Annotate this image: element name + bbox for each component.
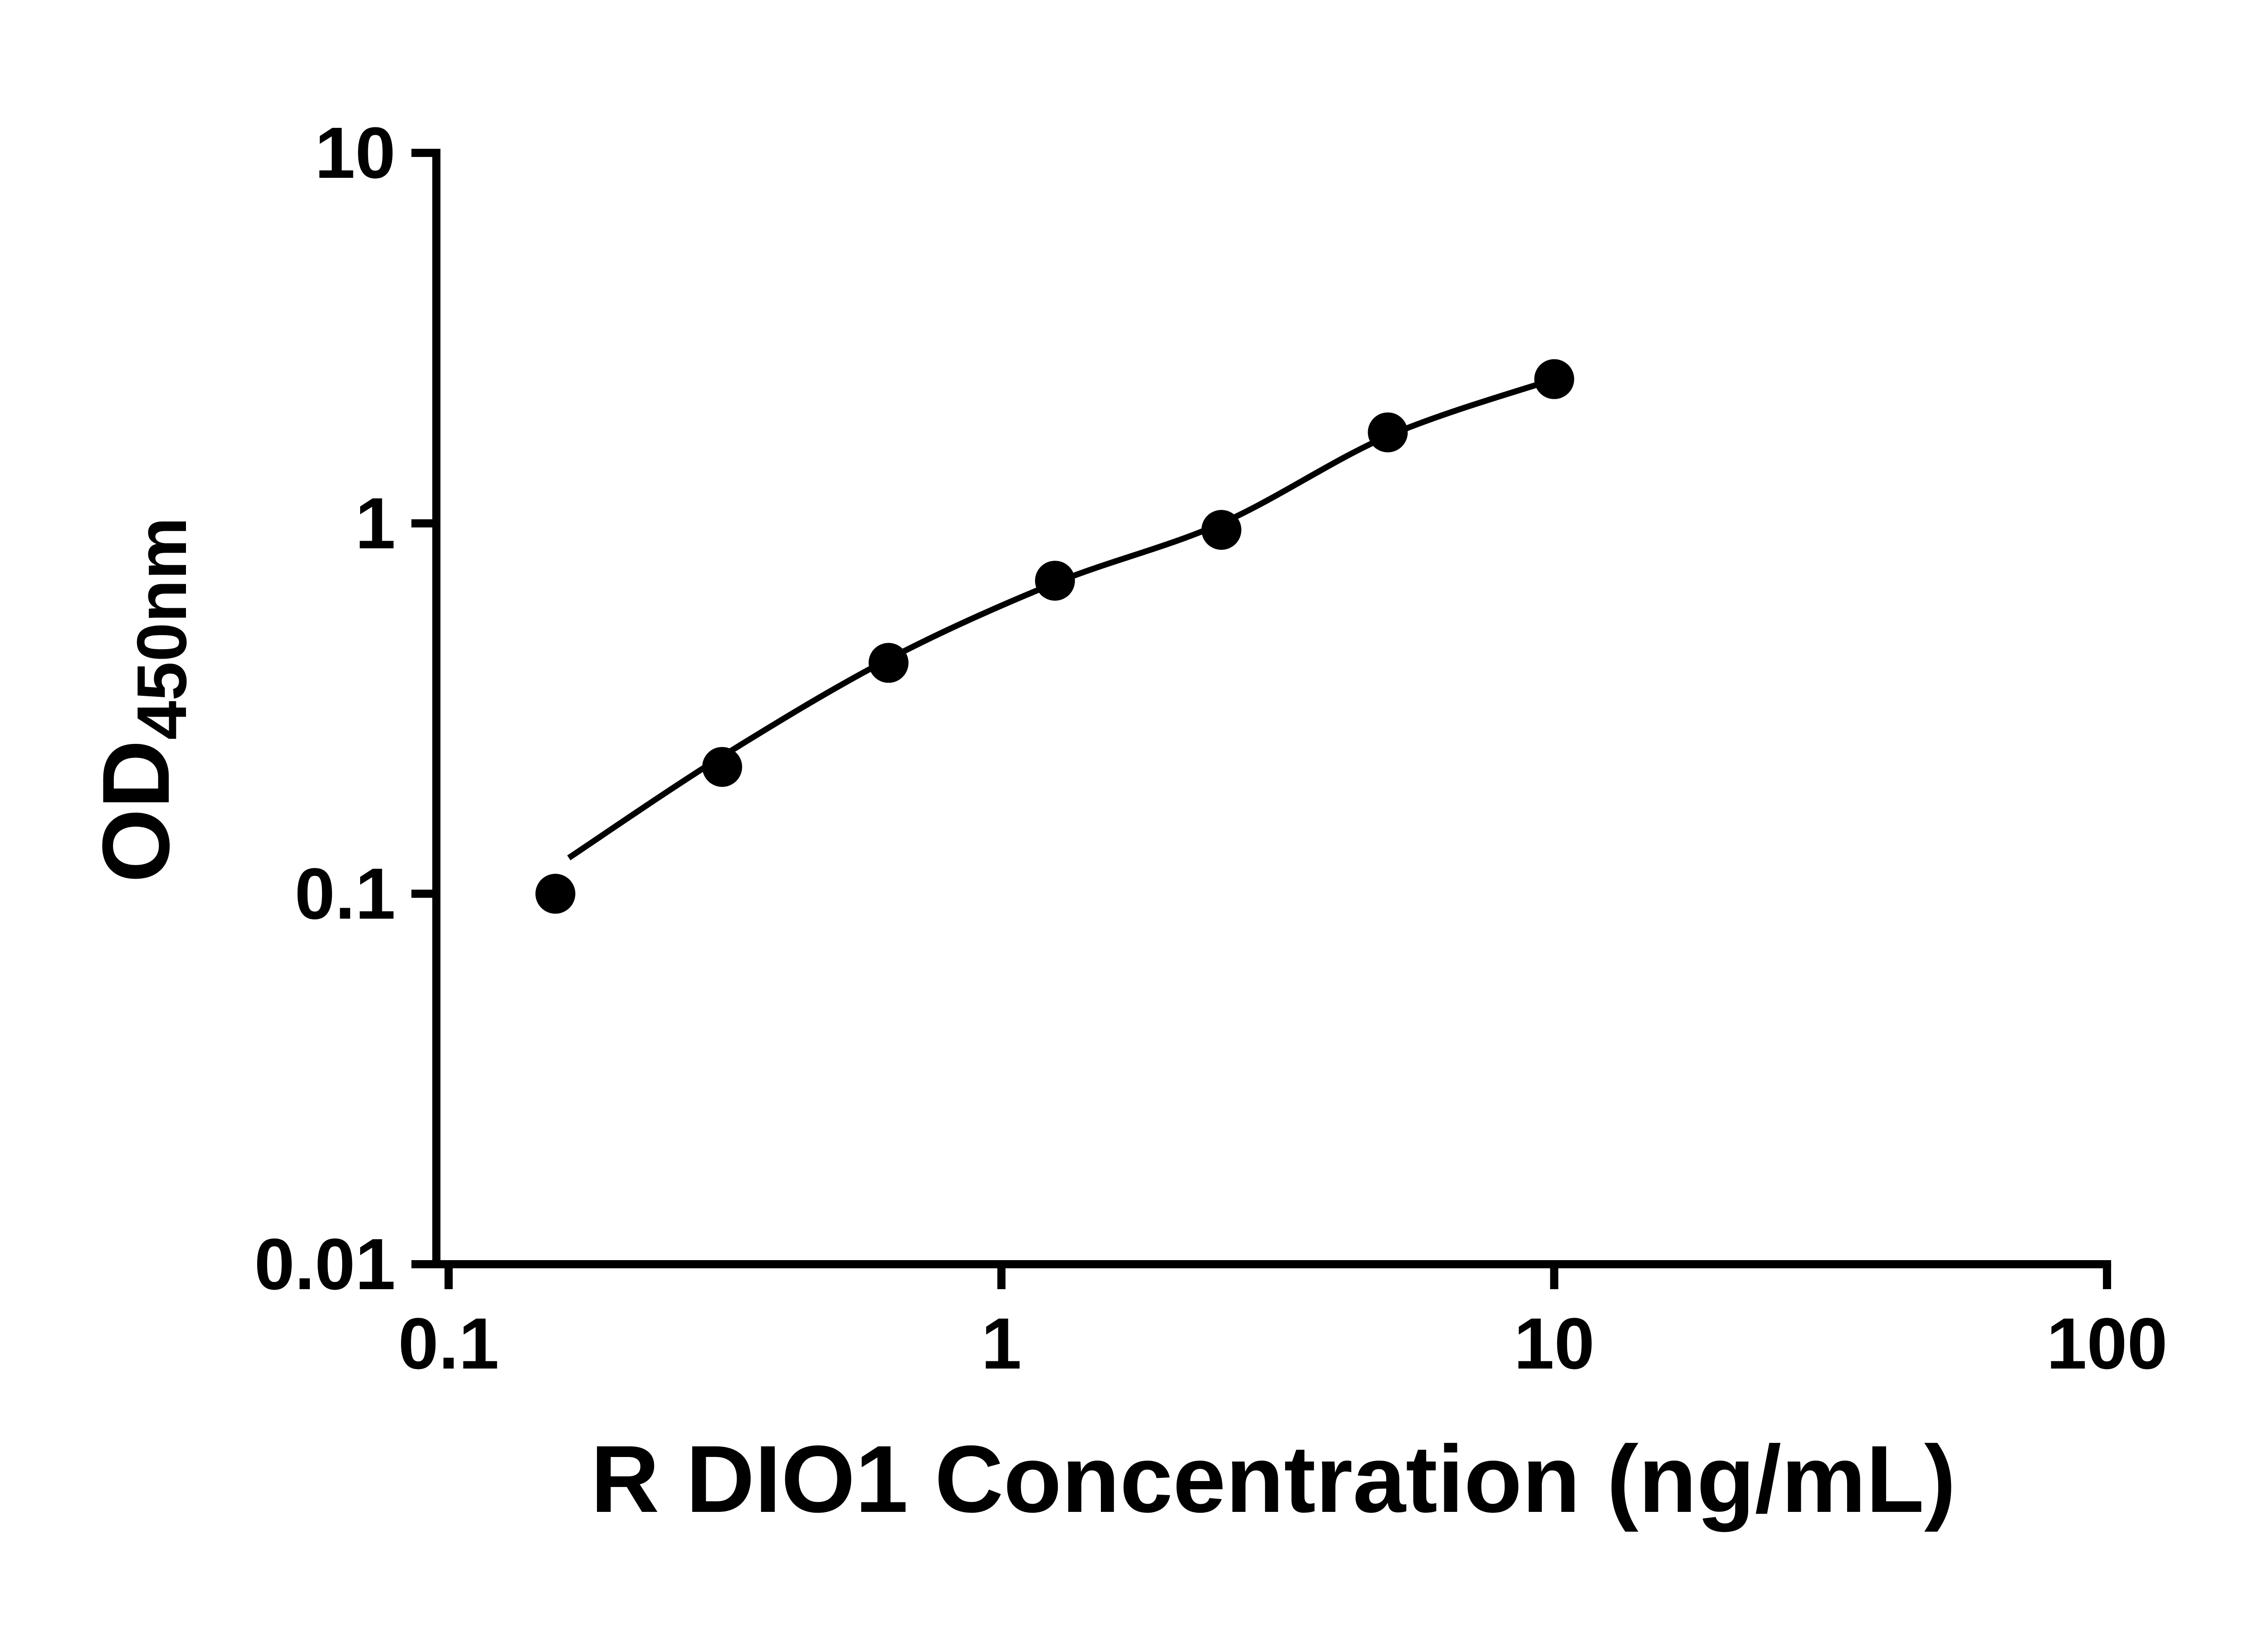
data-point xyxy=(1201,510,1242,550)
y-tick-label: 0.01 xyxy=(254,1223,396,1305)
x-tick-label: 1 xyxy=(981,1303,1022,1384)
data-point xyxy=(1368,412,1408,453)
y-tick-label: 0.1 xyxy=(295,853,396,934)
y-axis-ticks: 0.01 0.1 1 10 xyxy=(254,112,436,1305)
y-axis-title-main: OD xyxy=(83,740,189,883)
y-axis-title: OD450nm xyxy=(79,423,201,977)
data-points xyxy=(535,359,1574,914)
y-tick-label: 1 xyxy=(355,483,396,564)
axes xyxy=(432,149,2112,1268)
y-axis-title-subscript: 450nm xyxy=(122,517,201,740)
data-point xyxy=(1534,359,1574,399)
data-point xyxy=(535,874,576,914)
x-axis-ticks: 0.1 1 10 100 xyxy=(398,1264,2168,1384)
data-point xyxy=(1035,561,1075,601)
x-tick-label: 100 xyxy=(2047,1303,2168,1384)
data-point xyxy=(702,747,743,787)
x-axis-title: R DIO1 Concentration (ng/mL) xyxy=(591,1426,1956,1532)
x-tick-label: 10 xyxy=(1514,1303,1594,1384)
data-point xyxy=(868,643,909,683)
x-tick-label: 0.1 xyxy=(398,1303,499,1384)
y-tick-label: 10 xyxy=(315,112,396,193)
